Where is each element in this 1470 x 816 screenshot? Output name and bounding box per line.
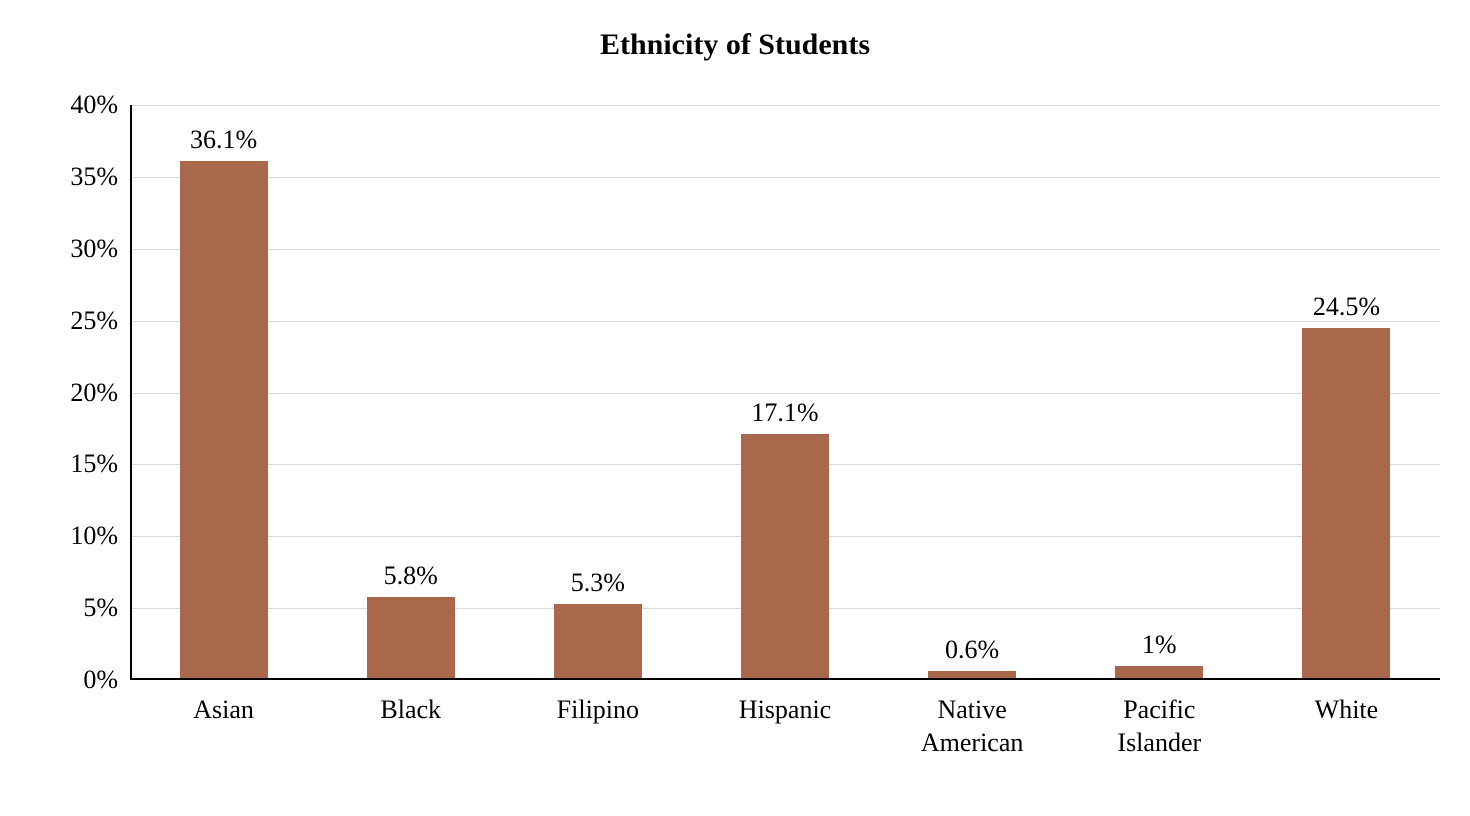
ethnicity-chart: Ethnicity of Students 0%5%10%15%20%25%30… — [0, 0, 1470, 816]
y-axis — [130, 105, 132, 680]
gridline — [130, 105, 1440, 106]
x-tick-label: Asian — [193, 694, 254, 727]
plot-area: 0%5%10%15%20%25%30%35%40%36.1%Asian5.8%B… — [130, 105, 1440, 680]
y-tick-label: 25% — [70, 306, 118, 336]
x-tick-label: Filipino — [557, 694, 639, 727]
bar: 5.8% — [367, 597, 455, 680]
x-axis — [130, 678, 1440, 680]
bar-value-label: 24.5% — [1313, 292, 1380, 322]
gridline — [130, 321, 1440, 322]
bar-value-label: 5.3% — [571, 568, 625, 598]
y-tick-label: 20% — [70, 378, 118, 408]
bar-value-label: 36.1% — [190, 125, 257, 155]
bar: 24.5% — [1302, 328, 1390, 680]
gridline — [130, 177, 1440, 178]
gridline — [130, 249, 1440, 250]
bar-value-label: 17.1% — [751, 398, 818, 428]
y-tick-label: 35% — [70, 162, 118, 192]
bar: 17.1% — [741, 434, 829, 680]
bar: 36.1% — [180, 161, 268, 680]
chart-title: Ethnicity of Students — [0, 28, 1470, 62]
bar: 5.3% — [554, 604, 642, 680]
gridline — [130, 393, 1440, 394]
x-tick-label: Hispanic — [739, 694, 831, 727]
y-tick-label: 10% — [70, 521, 118, 551]
y-tick-label: 5% — [83, 593, 118, 623]
y-tick-label: 15% — [70, 449, 118, 479]
x-tick-label: Black — [380, 694, 441, 727]
x-tick-label: White — [1315, 694, 1379, 727]
y-tick-label: 30% — [70, 234, 118, 264]
x-tick-label: Native American — [921, 694, 1024, 759]
y-tick-label: 0% — [83, 665, 118, 695]
bar-value-label: 5.8% — [384, 561, 438, 591]
x-tick-label: Pacific Islander — [1117, 694, 1201, 759]
bar-value-label: 0.6% — [945, 635, 999, 665]
y-tick-label: 40% — [70, 90, 118, 120]
bar-value-label: 1% — [1142, 630, 1177, 660]
